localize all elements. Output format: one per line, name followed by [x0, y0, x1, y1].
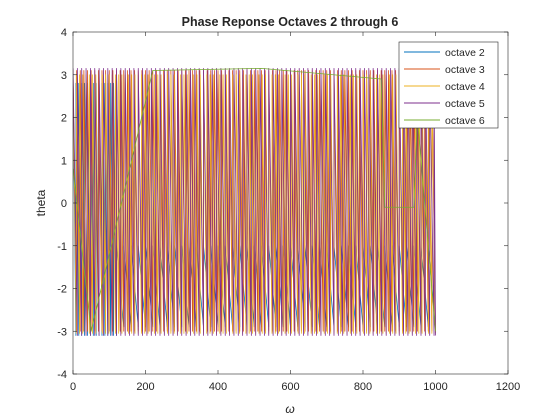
legend-label: octave 6: [445, 115, 485, 127]
x-tick-label: 400: [209, 381, 227, 393]
x-tick-label: 1200: [496, 381, 520, 393]
x-axis-label: ω: [285, 402, 294, 416]
y-tick-label: 3: [61, 70, 67, 82]
legend-label: octave 4: [445, 81, 485, 93]
y-tick-label: 2: [61, 113, 67, 125]
legend-box: [398, 41, 499, 129]
legend-label: octave 3: [445, 64, 485, 76]
y-axis-ticks: -4 -3 -2 -1 0 1 2 3 4: [57, 27, 508, 381]
legend-label: octave 5: [445, 98, 485, 110]
legend-entries: octave 2 octave 3 octave 4 octave 5 octave 6: [404, 47, 485, 127]
y-tick-label: -2: [57, 284, 67, 296]
legend-label: octave 2: [445, 47, 485, 59]
y-tick-label: 0: [61, 198, 67, 210]
series-line-octave-6: [73, 67, 436, 332]
chart-title: Phase Reponse Octaves 2 through 6: [182, 15, 399, 29]
series-line-octave-5: [73, 67, 436, 336]
y-tick-label: -4: [57, 369, 67, 381]
y-tick-label: 4: [61, 27, 67, 39]
x-tick-label: 600: [281, 381, 299, 393]
x-axis-ticks: 0 200 400 600 800 1000 1200: [70, 32, 520, 393]
series-layer: [73, 67, 436, 336]
x-tick-label: 0: [70, 381, 76, 393]
y-tick-label: -1: [57, 241, 67, 253]
y-tick-label: -3: [57, 326, 67, 338]
y-tick-label: 1: [61, 155, 67, 167]
y-axis-label: theta: [34, 189, 48, 216]
x-tick-label: 800: [354, 381, 372, 393]
legend: octave 2 octave 3 octave 4 octave 5 octave 6: [398, 41, 499, 129]
x-tick-label: 200: [136, 381, 154, 393]
x-tick-label: 1000: [423, 381, 447, 393]
